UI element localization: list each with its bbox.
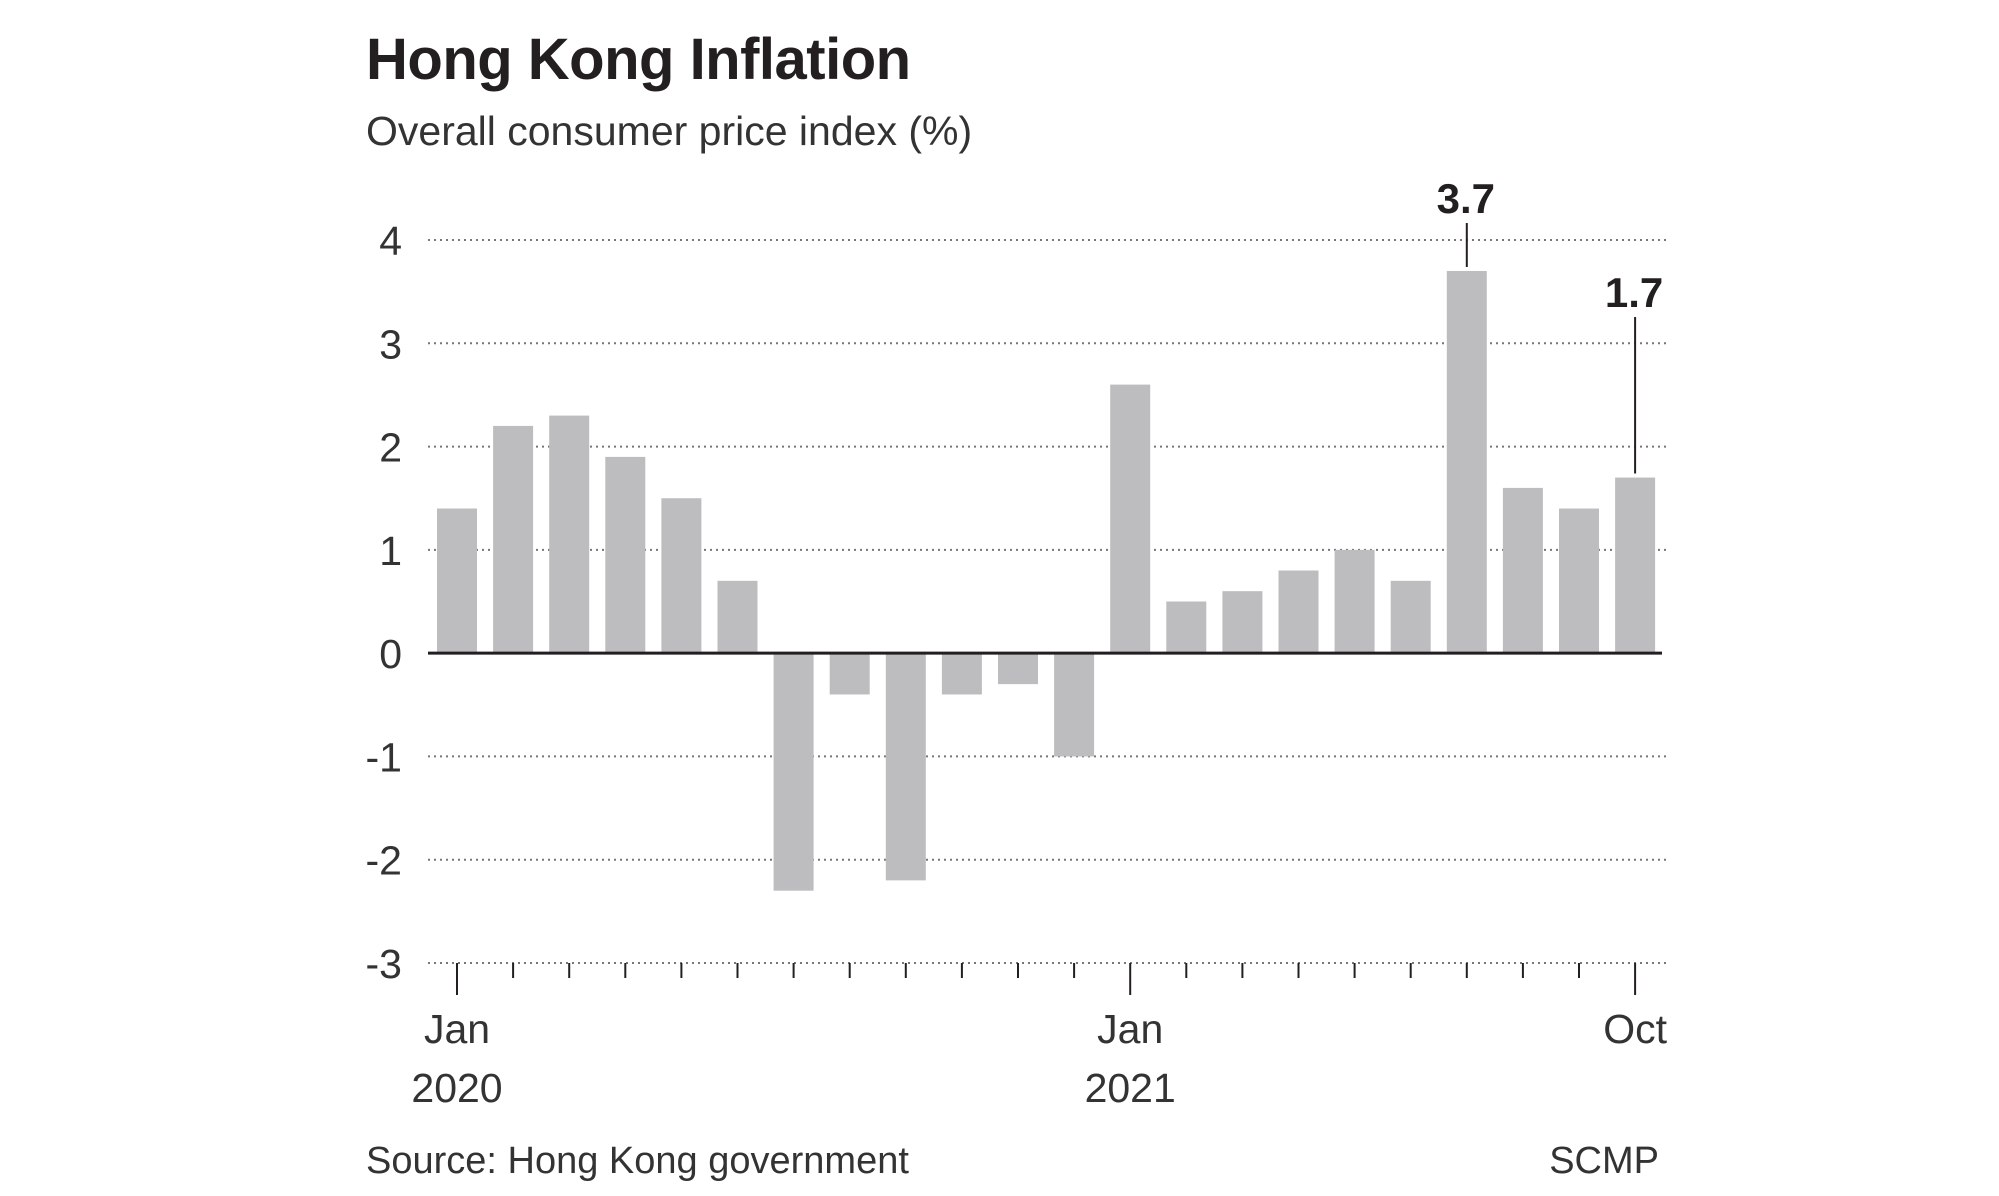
y-tick-label: 3 [379, 321, 402, 367]
bar [941, 653, 982, 695]
x-tick-label: Jan [1097, 1006, 1163, 1052]
bar [1054, 653, 1095, 757]
bar [1166, 601, 1207, 654]
bar [1110, 384, 1151, 654]
bar [773, 653, 814, 891]
callouts: 3.7 1.7 [1437, 175, 1663, 474]
bar [605, 456, 646, 654]
x-tick-year-label: 2020 [411, 1065, 502, 1111]
bar [493, 425, 534, 654]
source-note: Source: Hong Kong government [366, 1140, 909, 1182]
bar [1222, 591, 1263, 654]
bar [1278, 570, 1319, 654]
x-tick-label: Oct [1603, 1006, 1667, 1052]
bar [885, 653, 926, 881]
callout-label: 3.7 [1437, 175, 1495, 222]
bar [1559, 508, 1599, 654]
x-tick-label: Jan [424, 1006, 490, 1052]
y-tick-label: 0 [379, 631, 402, 677]
bar [1502, 487, 1543, 654]
bar [998, 653, 1038, 685]
y-tick-label: 4 [379, 218, 402, 264]
chart-subtitle: Overall consumer price index (%) [366, 108, 973, 154]
axes: 4 3 2 1 0 -1 -2 -3 Jan 2020 Jan 2021 Oct [366, 218, 1668, 1111]
y-tick-label: 2 [379, 425, 402, 471]
publisher-credit: SCMP [1549, 1140, 1659, 1182]
bar [549, 415, 590, 654]
bar [661, 498, 702, 654]
chart-title: Hong Kong Inflation [366, 27, 911, 92]
bar [1615, 477, 1656, 654]
y-tick-label: -3 [366, 941, 402, 987]
bar [1334, 549, 1375, 654]
x-tick-year-label: 2021 [1085, 1065, 1176, 1111]
bar [437, 508, 477, 654]
bar [829, 653, 870, 695]
callout-label: 1.7 [1605, 269, 1663, 316]
y-tick-label: -1 [366, 734, 402, 780]
y-tick-label: 1 [379, 528, 402, 574]
bars [437, 270, 1656, 891]
y-tick-label: -2 [366, 838, 402, 884]
bar [717, 580, 758, 654]
bar [1390, 580, 1431, 654]
bar [1446, 270, 1487, 654]
